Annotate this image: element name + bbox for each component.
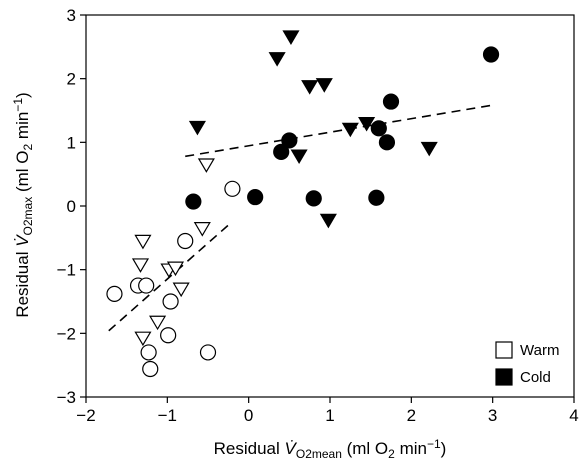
x-axis-title-prefix: Residual bbox=[214, 439, 285, 458]
warm-circle-point bbox=[177, 232, 194, 250]
warm-triangle-point bbox=[197, 158, 215, 173]
warm-triangle-point bbox=[193, 222, 211, 237]
y-axis-title-units-sub: 2 bbox=[21, 143, 35, 150]
x-tick-label: −1 bbox=[158, 406, 177, 425]
y-axis-title-units-exp: −1 bbox=[11, 98, 25, 112]
cold-circle-point bbox=[370, 120, 387, 137]
x-axis-title-units-close: ) bbox=[441, 439, 447, 458]
warm-circle-point bbox=[106, 285, 123, 302]
y-tick-label: 3 bbox=[67, 6, 76, 25]
x-tick-label: 0 bbox=[244, 406, 253, 425]
x-axis-title-units-open: (ml O bbox=[342, 439, 388, 458]
axis-ticks bbox=[80, 14, 575, 403]
y-tick-label: 0 bbox=[67, 197, 76, 216]
y-axis-title-subscript: O2max bbox=[21, 197, 35, 236]
legend-label-warm: Warm bbox=[520, 342, 559, 359]
x-tick-label: 2 bbox=[407, 406, 416, 425]
regression-line-cold bbox=[185, 104, 492, 158]
y-tick-label: 2 bbox=[67, 70, 76, 89]
legend-swatch-cold bbox=[495, 368, 513, 386]
cold-triangle-point bbox=[319, 213, 337, 229]
cold-circle-point bbox=[305, 190, 322, 207]
cold-triangle-point bbox=[268, 52, 286, 67]
warm-triangle-point bbox=[134, 331, 152, 347]
warm-circle-point bbox=[160, 327, 177, 344]
y-axis-title-units-close: ) bbox=[13, 92, 32, 98]
y-axis-title-symbol: V̇ bbox=[13, 234, 32, 247]
cold-triangle-point bbox=[341, 122, 359, 138]
data-markers bbox=[106, 30, 500, 378]
cold-circle-point bbox=[247, 188, 264, 206]
x-axis-title-symbol: V̇ bbox=[285, 439, 298, 458]
warm-triangle-point bbox=[149, 315, 167, 331]
warm-circle-point bbox=[224, 180, 241, 197]
x-axis-title: Residual V̇O2mean (ml O2 min−1) bbox=[214, 437, 447, 461]
y-axis-title-units-rest: min bbox=[13, 112, 32, 144]
x-tick-label: 1 bbox=[325, 406, 334, 425]
x-tick-label: 3 bbox=[488, 406, 497, 425]
plot-area bbox=[85, 14, 575, 398]
cold-circle-point bbox=[482, 46, 500, 63]
warm-circle-point bbox=[162, 293, 179, 310]
y-tick-label: −1 bbox=[57, 261, 76, 280]
x-tick-label: −2 bbox=[76, 406, 95, 425]
y-tick-label: −3 bbox=[57, 388, 76, 407]
cold-triangle-point bbox=[301, 80, 319, 95]
legend-label-cold: Cold bbox=[520, 369, 551, 386]
y-tick-label: −2 bbox=[57, 324, 76, 343]
cold-circle-point bbox=[281, 132, 298, 149]
x-axis-title-units-sub: 2 bbox=[388, 447, 395, 461]
plot-border bbox=[85, 14, 575, 398]
cold-triangle-point bbox=[290, 149, 308, 165]
cold-circle-point bbox=[273, 143, 290, 160]
cold-circle-point bbox=[368, 189, 385, 206]
y-axis-title-units-open: (ml O bbox=[13, 150, 32, 196]
warm-circle-point bbox=[138, 277, 155, 294]
cold-circle-point bbox=[378, 134, 396, 151]
warm-circle-point bbox=[140, 344, 157, 361]
cold-triangle-point bbox=[420, 141, 438, 157]
legend-swatch-warm bbox=[495, 341, 513, 359]
cold-triangle-point bbox=[315, 78, 333, 93]
y-axis-title: Residual V̇O2max (ml O2 min−1) bbox=[11, 92, 35, 317]
x-axis-title-subscript: O2mean bbox=[296, 447, 342, 461]
cold-triangle-point bbox=[358, 117, 376, 132]
warm-circle-point bbox=[199, 344, 217, 361]
warm-triangle-point bbox=[172, 282, 190, 298]
warm-circle-point bbox=[142, 360, 159, 378]
cold-triangle-point bbox=[188, 120, 206, 136]
legend: Warm Cold bbox=[495, 341, 559, 386]
y-axis-title-prefix: Residual bbox=[13, 247, 32, 318]
cold-triangle-point bbox=[282, 30, 300, 45]
warm-triangle-point bbox=[166, 261, 185, 277]
x-axis-title-units-exp: −1 bbox=[427, 437, 441, 451]
regression-lines bbox=[108, 104, 492, 332]
x-tick-label: 4 bbox=[569, 406, 578, 425]
warm-triangle-point bbox=[134, 234, 152, 250]
x-axis-title-units-rest: min bbox=[395, 439, 427, 458]
cold-circle-point bbox=[185, 193, 202, 210]
regression-line-warm bbox=[108, 224, 229, 332]
cold-circle-point bbox=[382, 93, 400, 110]
y-tick-label: 1 bbox=[67, 133, 76, 152]
warm-triangle-point bbox=[131, 258, 150, 273]
